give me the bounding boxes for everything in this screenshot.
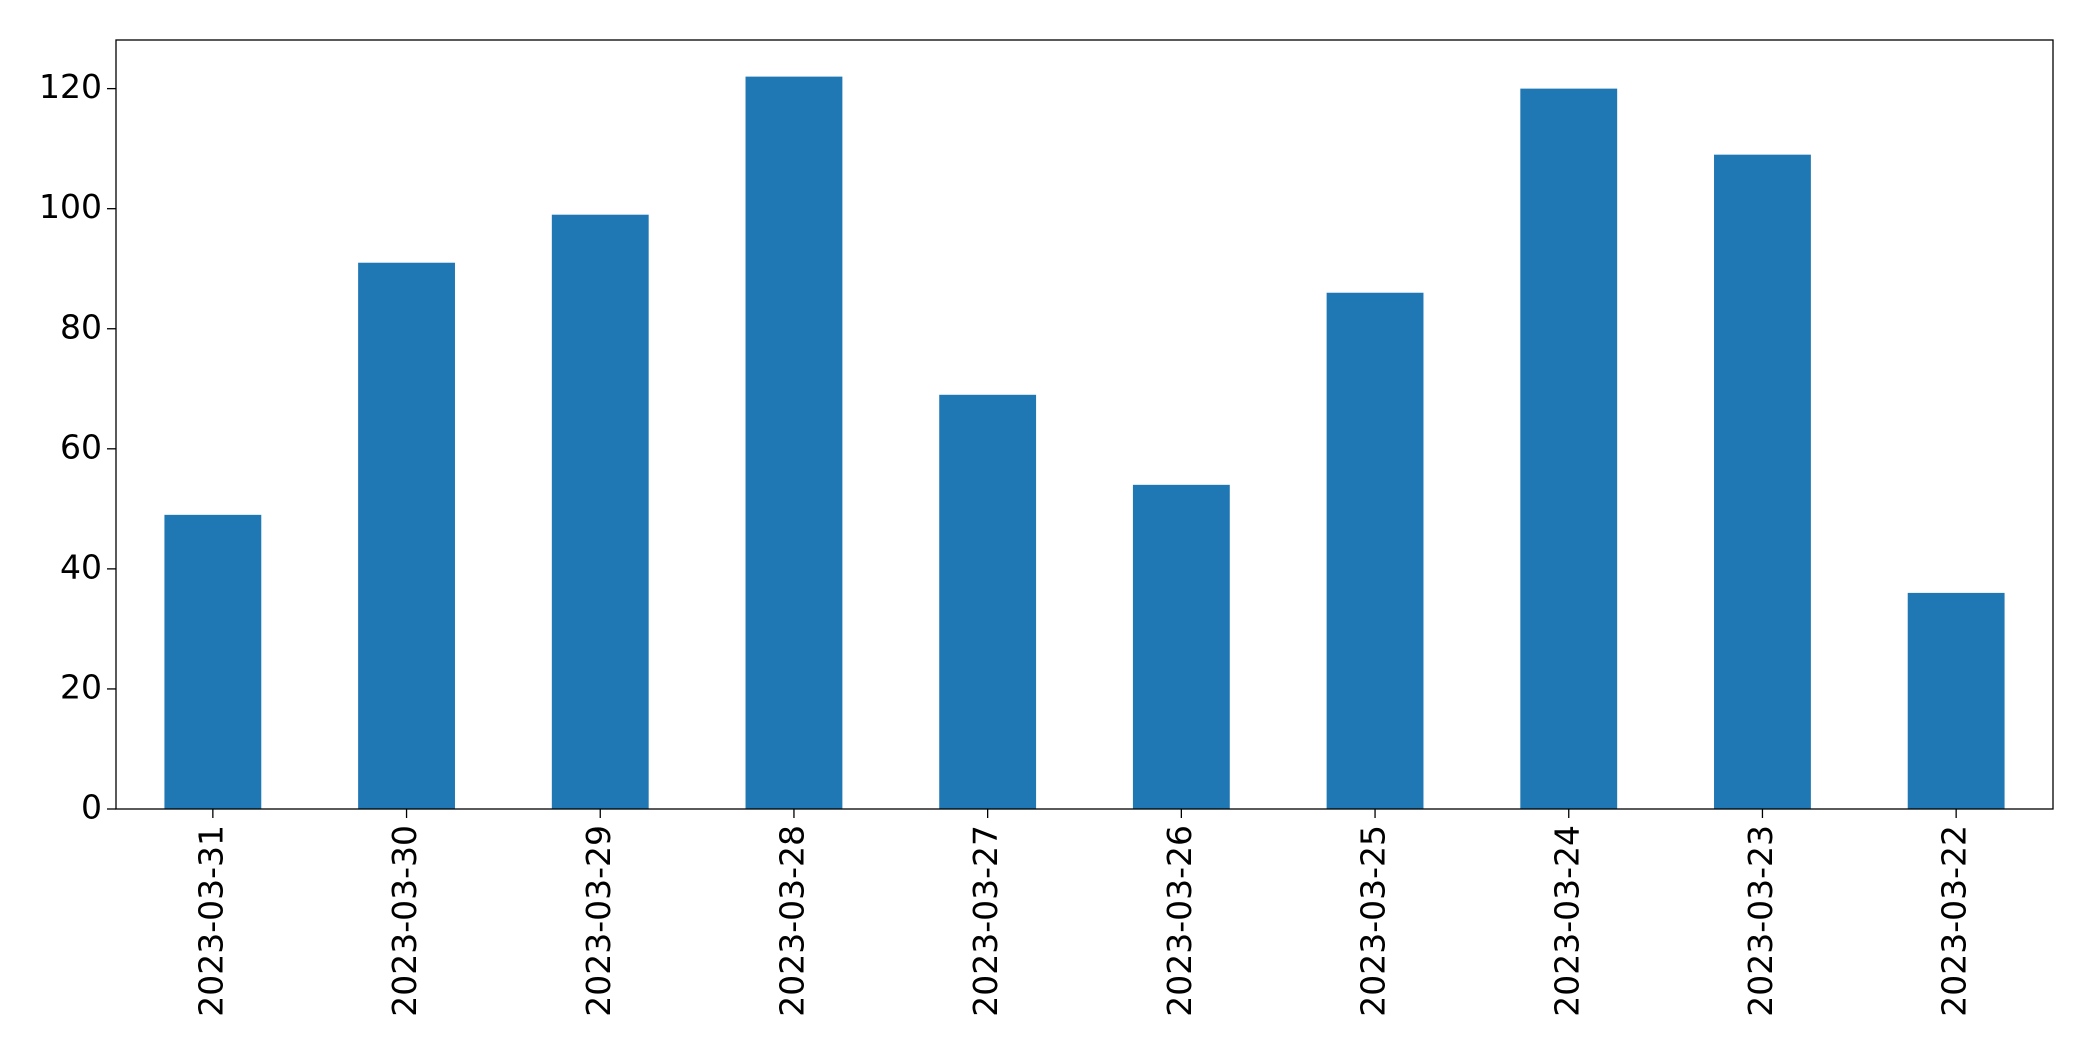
- x-tick-label: 2023-03-30: [385, 825, 424, 1017]
- x-tick-label: 2023-03-28: [772, 825, 811, 1017]
- plot-frame: [115, 39, 2054, 810]
- bar: [745, 76, 843, 810]
- x-tick-label: 2023-03-23: [1741, 825, 1780, 1017]
- bar: [1520, 88, 1618, 809]
- bar: [1907, 592, 2005, 809]
- x-tick-label: 2023-03-27: [966, 825, 1005, 1017]
- bar: [358, 262, 455, 810]
- y-tick-label: 40: [60, 547, 102, 586]
- y-tick-label: 20: [60, 667, 102, 706]
- y-tick-label: 120: [39, 67, 102, 106]
- bar: [164, 514, 262, 809]
- bar: [1132, 484, 1230, 809]
- x-tick-label: 2023-03-24: [1547, 825, 1586, 1017]
- y-tick-label: 80: [60, 307, 102, 346]
- y-tick-label: 60: [60, 427, 102, 466]
- bar: [551, 214, 649, 810]
- y-tick-label: 0: [81, 788, 102, 827]
- x-tick-label: 2023-03-31: [191, 825, 230, 1017]
- bar: [1714, 154, 1811, 809]
- x-tick-label: 2023-03-29: [579, 825, 618, 1017]
- bar: [1326, 292, 1424, 809]
- bar: [939, 394, 1037, 809]
- x-tick-label: 2023-03-26: [1160, 825, 1199, 1017]
- x-tick-label: 2023-03-22: [1935, 825, 1974, 1017]
- y-tick-label: 100: [39, 187, 102, 226]
- x-tick-label: 2023-03-25: [1354, 825, 1393, 1017]
